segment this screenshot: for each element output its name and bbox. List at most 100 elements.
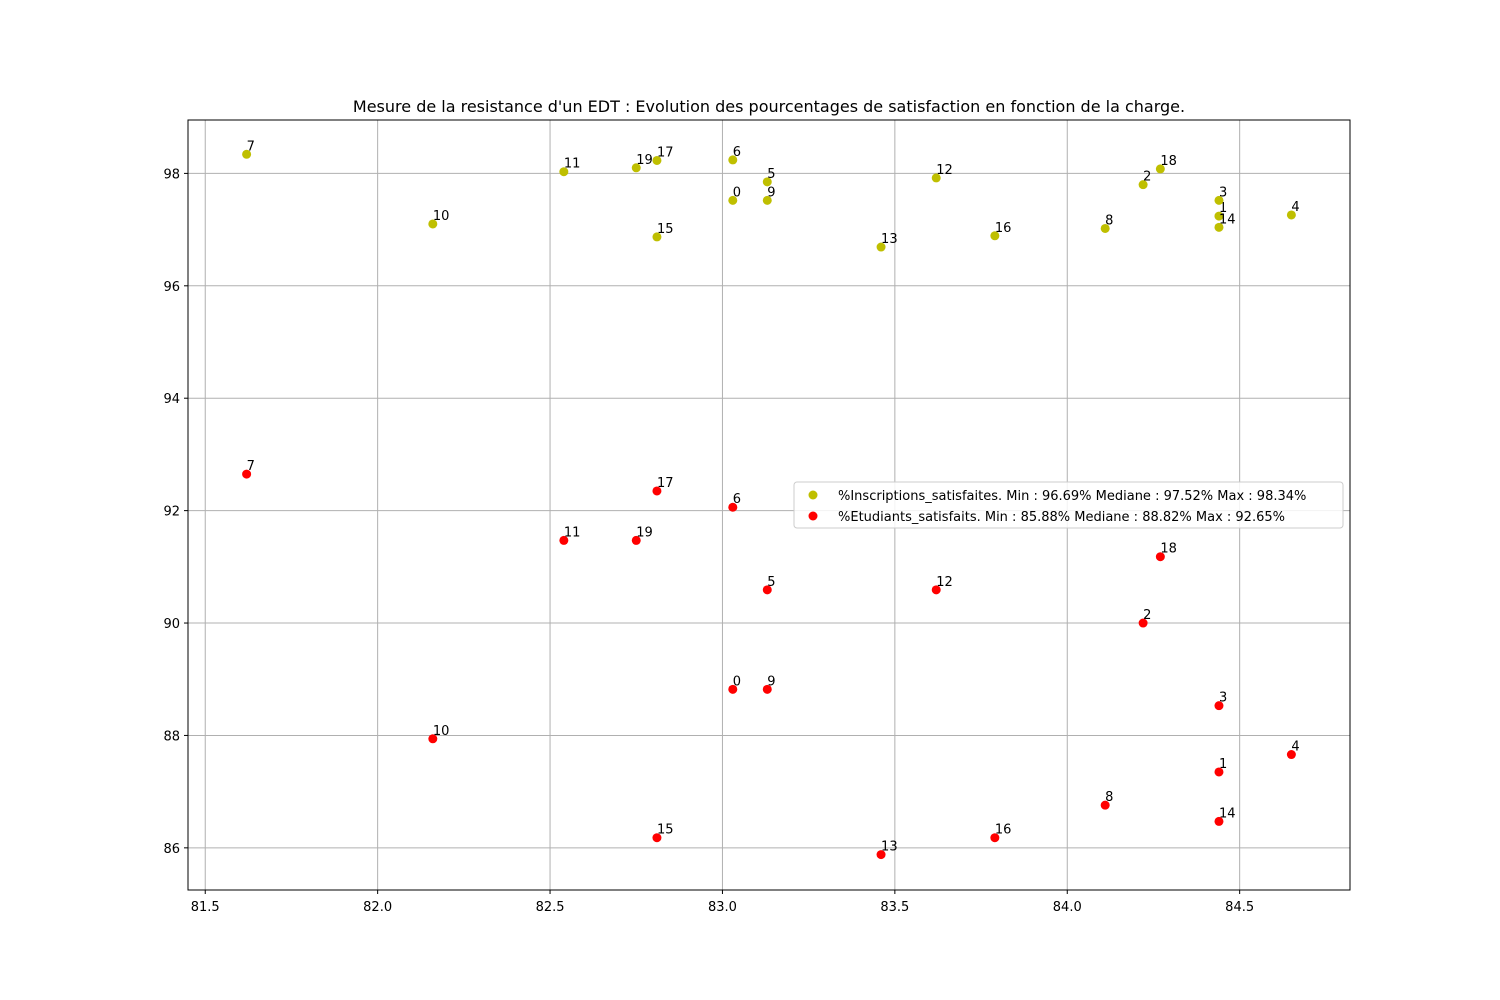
data-point-label: 15: [657, 222, 674, 237]
x-tick-label: 81.5: [191, 900, 220, 915]
data-point-label: 13: [881, 232, 898, 247]
data-point-label: 14: [1219, 212, 1236, 227]
data-point-label: 8: [1105, 790, 1113, 805]
data-point: [631, 163, 641, 173]
data-point-label: 6: [733, 492, 741, 507]
x-tick-label: 83.5: [880, 900, 909, 915]
y-tick-label: 86: [163, 842, 180, 857]
data-point-label: 17: [657, 476, 674, 491]
y-tick-label: 90: [163, 617, 180, 632]
data-point-label: 5: [767, 167, 775, 182]
data-point: [728, 502, 738, 512]
x-tick-label: 84.0: [1053, 900, 1082, 915]
data-point: [762, 585, 772, 595]
data-point: [1286, 210, 1296, 220]
axes: 81.5 82.0 82.5 83.0 83.5 84.0 84.5868890929496…: [163, 119, 1351, 915]
data-point: [1155, 552, 1165, 562]
data-point-label: 18: [1160, 154, 1177, 169]
data-point: [652, 155, 662, 165]
data-point: [728, 155, 738, 165]
data-point: [1100, 800, 1110, 810]
data-point: [631, 535, 641, 545]
data-point-label: 8: [1105, 213, 1113, 228]
y-tick-label: 94: [163, 392, 180, 407]
data-point-label: 1: [1219, 201, 1227, 216]
data-point-label: 18: [1160, 542, 1177, 557]
data-point-label: 3: [1219, 185, 1227, 200]
legend-box: [793, 481, 1344, 529]
data-point-label: 4: [1291, 740, 1299, 755]
data-point-label: 2: [1143, 170, 1151, 185]
data-point-label: 10: [433, 209, 450, 224]
data-point-label: 4: [1291, 200, 1299, 215]
x-tick-label: 83.0: [708, 900, 737, 915]
data-point: [652, 232, 662, 242]
x-tick-label: 82.5: [536, 900, 565, 915]
data-point: [1138, 618, 1148, 628]
data-point-label: 0: [733, 185, 741, 200]
data-point-label: 16: [995, 221, 1012, 236]
data-point: [990, 833, 1000, 843]
data-point: [931, 585, 941, 595]
data-point: [1100, 223, 1110, 233]
data-point: [931, 173, 941, 183]
y-tick-label: 96: [163, 280, 180, 295]
data-point-label: 2: [1143, 608, 1151, 623]
data-point-label: 16: [995, 823, 1012, 838]
data-point: [652, 833, 662, 843]
data-point: [762, 195, 772, 205]
data-point-label: 6: [733, 145, 741, 160]
data-point: [876, 242, 886, 252]
data-point: [559, 167, 569, 177]
data-point: [876, 850, 886, 860]
data-point-label: 17: [657, 145, 674, 160]
data-point: [428, 734, 438, 744]
data-point: [559, 535, 569, 545]
data-point: [242, 149, 252, 159]
data-point-label: 13: [881, 840, 898, 855]
data-point: [1214, 195, 1224, 205]
data-point-label: 14: [1219, 806, 1236, 821]
data-point-label: 12: [936, 163, 953, 178]
data-point: [242, 469, 252, 479]
legend-marker: [808, 490, 818, 500]
data-point-label: 12: [936, 575, 953, 590]
data-point-label: 3: [1219, 691, 1227, 706]
legend: %Inscriptions_satisfaites. Min : 96.69% …: [793, 481, 1344, 529]
chart-title: Mesure de la resistance d'un EDT : Evolu…: [353, 97, 1185, 116]
data-point: [1214, 767, 1224, 777]
data-point: [428, 219, 438, 229]
data-point: [1155, 164, 1165, 174]
data-point-label: 10: [433, 724, 450, 739]
legend-entry: %Etudiants_satisfaits. Min : 85.88% Medi…: [838, 510, 1285, 525]
x-tick-label: 84.5: [1225, 900, 1254, 915]
data-point: [762, 684, 772, 694]
data-point: [1214, 211, 1224, 221]
data-point-label: 7: [247, 459, 255, 474]
data-point-label: 0: [733, 674, 741, 689]
legend-marker: [808, 511, 818, 521]
data-point: [1214, 701, 1224, 711]
data-point: [652, 486, 662, 496]
data-point-label: 15: [657, 823, 674, 838]
data-point: [762, 177, 772, 187]
data-point: [1138, 180, 1148, 190]
y-tick-label: 88: [163, 729, 180, 744]
x-tick-label: 82.0: [363, 900, 392, 915]
legend-entry: %Inscriptions_satisfaites. Min : 96.69% …: [838, 489, 1306, 504]
data-point-label: 19: [636, 153, 653, 168]
y-tick-label: 98: [163, 167, 180, 182]
data-point: [1214, 222, 1224, 232]
data-point-label: 1: [1219, 757, 1227, 772]
y-tick-label: 92: [163, 505, 180, 520]
data-point: [728, 684, 738, 694]
data-point: [1286, 750, 1296, 760]
plot-frame: [187, 119, 1351, 891]
data-point-label: 9: [767, 185, 775, 200]
data-point-label: 9: [767, 674, 775, 689]
data-point: [990, 231, 1000, 241]
